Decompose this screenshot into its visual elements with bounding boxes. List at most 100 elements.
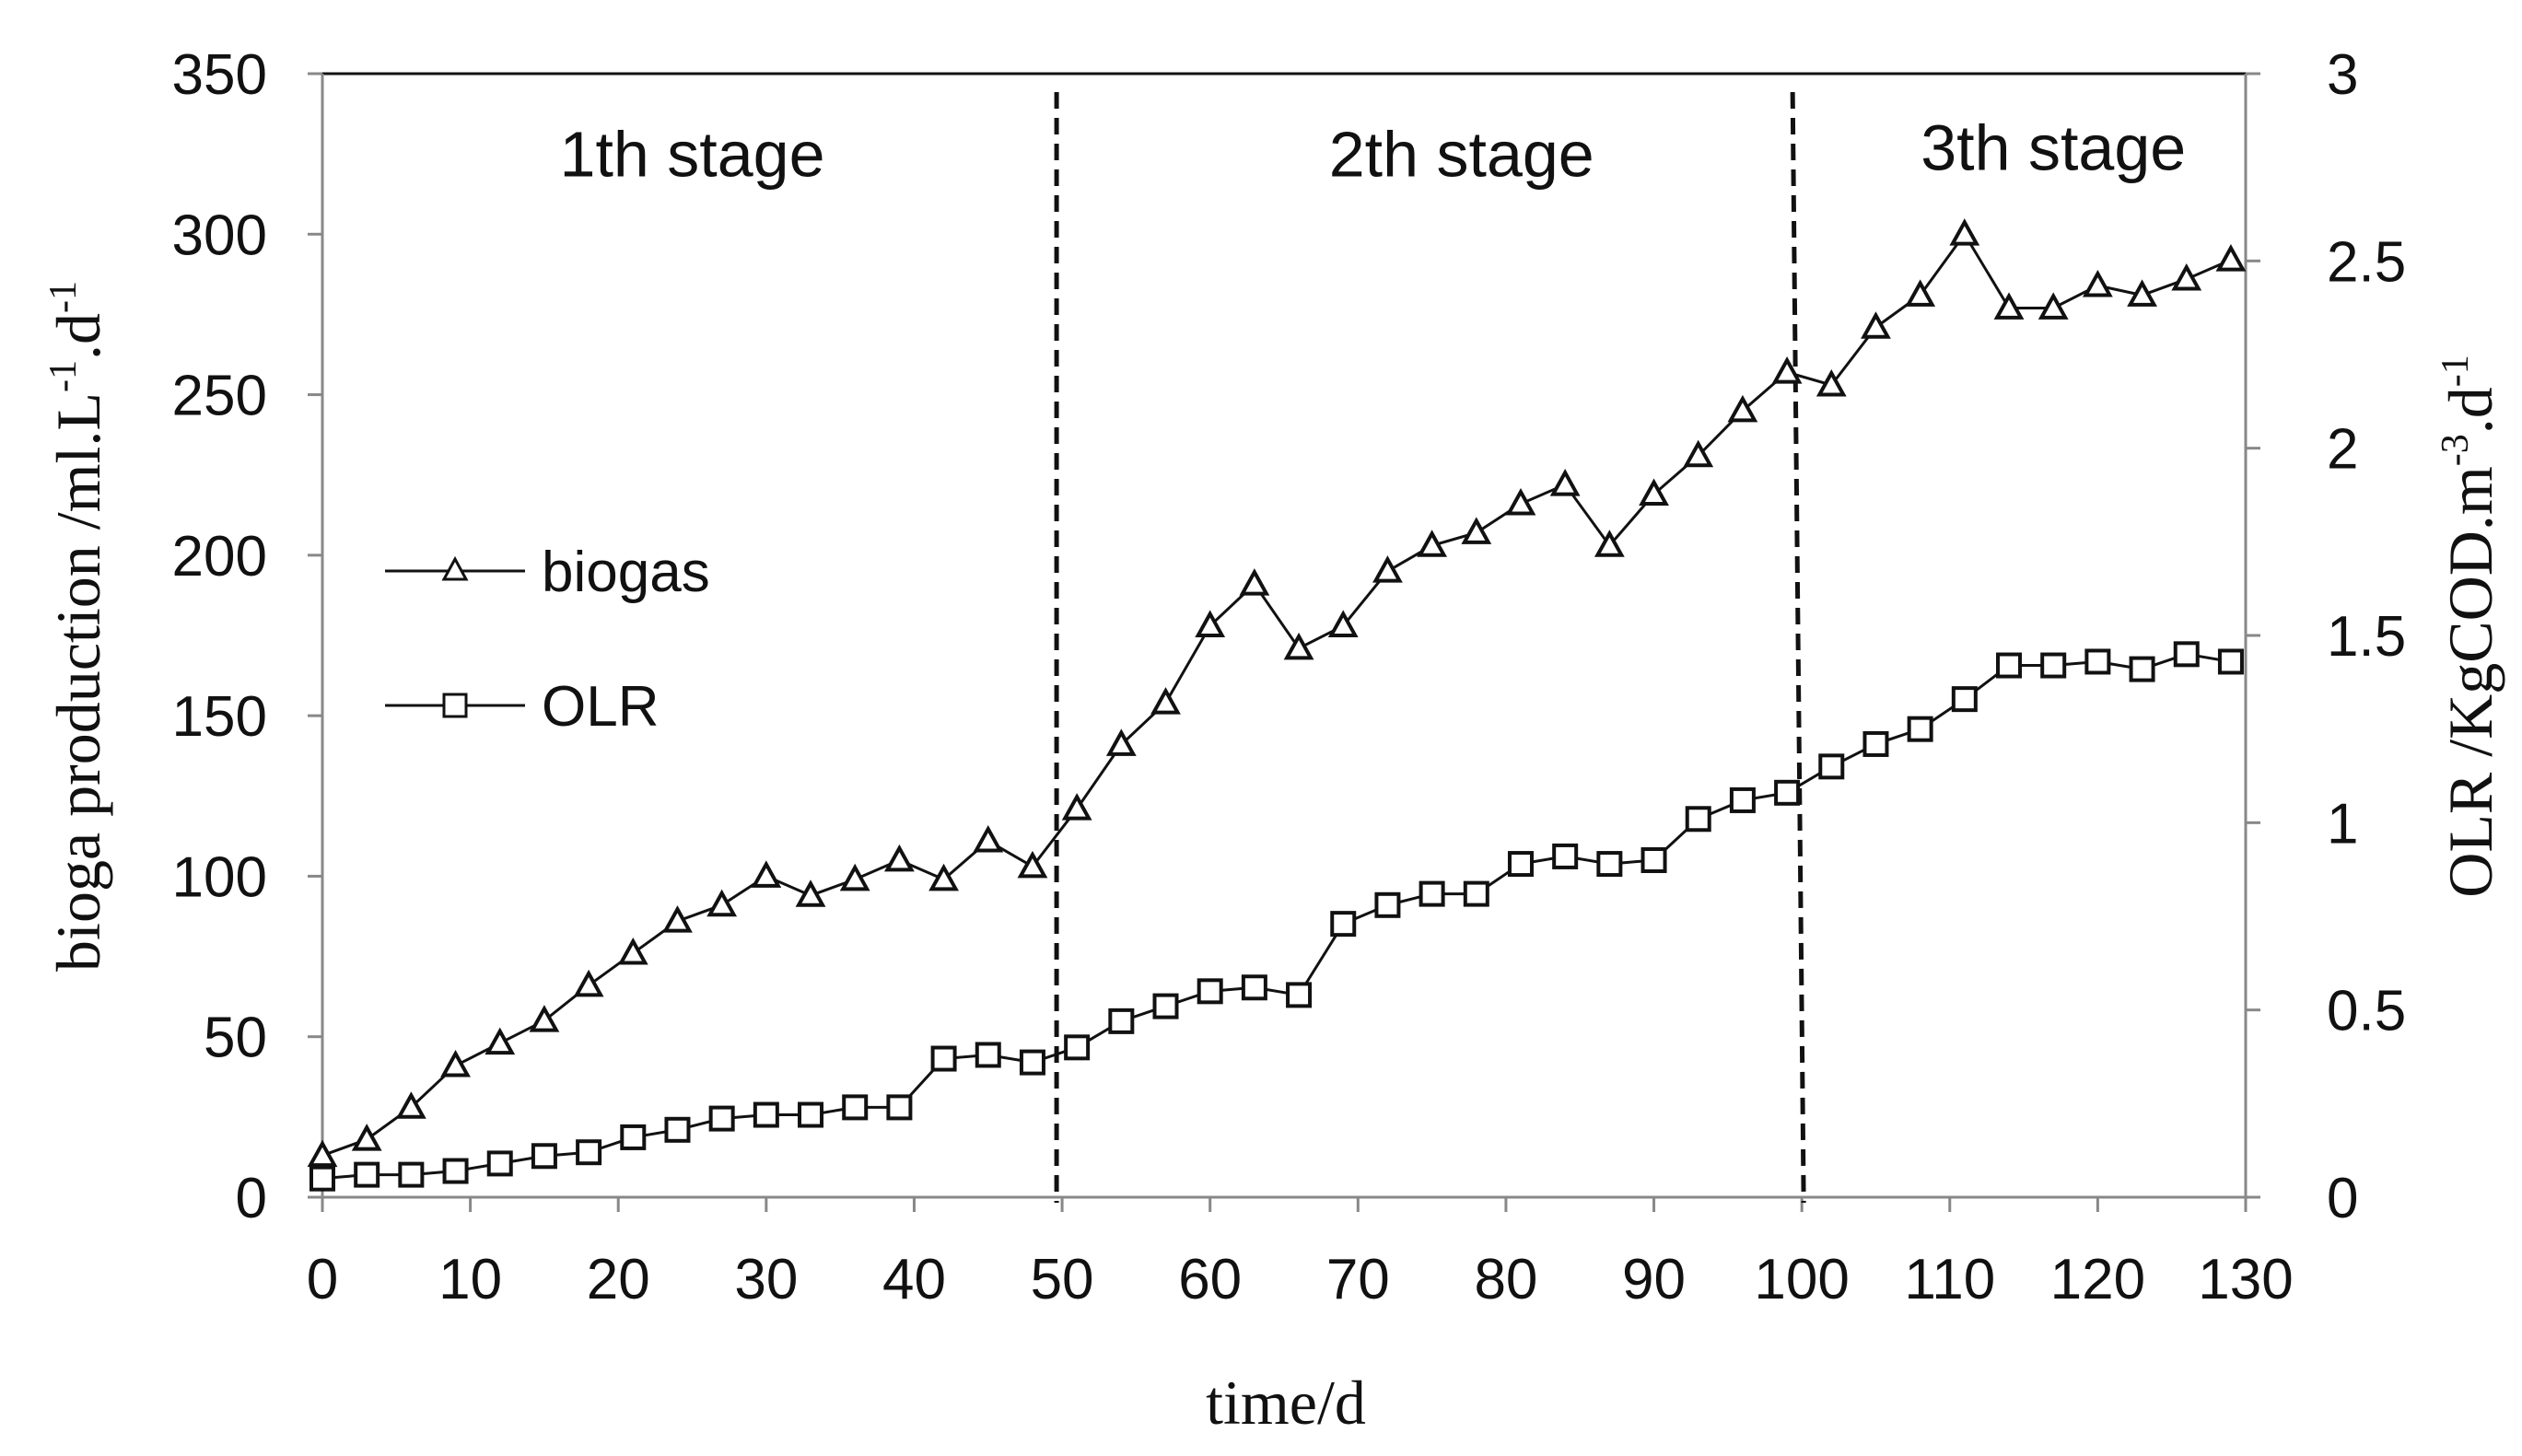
y2-axis-title: OLR /KgCOD.m-3.d-1 (2434, 355, 2505, 897)
olr-point (930, 1045, 957, 1072)
y-axis-ticks: 0 50 100 150 200 250 300 350 (172, 43, 322, 1230)
olr-point (1907, 716, 1933, 742)
y-tick-label: 0 (236, 1167, 267, 1230)
series-biogas (307, 218, 2247, 1168)
olr-point (1330, 911, 1357, 938)
olr-point (1818, 753, 1845, 780)
y2-axis-title-sup1: -3 (2434, 434, 2477, 466)
olr-point (1197, 978, 1223, 1005)
x-tick-label: 90 (1622, 1248, 1686, 1311)
olr-point (1064, 1034, 1091, 1061)
olr-point (975, 1042, 1001, 1068)
stage-label: 2th stage (1329, 119, 1594, 191)
olr-point (1463, 880, 1489, 907)
x-tick-label: 40 (882, 1248, 946, 1311)
biogas-point (884, 844, 915, 872)
x-tick-label: 30 (734, 1248, 798, 1311)
y-tick-label: 100 (172, 845, 267, 909)
biogas-point (1639, 478, 1669, 507)
y-axis-title-main: bioga production /ml.L (43, 392, 113, 972)
legend-olr-marker (442, 693, 468, 718)
y-tick-label: 200 (172, 525, 267, 588)
olr-point (753, 1101, 779, 1128)
olr-point (309, 1165, 335, 1192)
y2-tick-label: 3 (2327, 43, 2358, 107)
legend: biogas OLR (385, 541, 710, 739)
biogas-point (973, 824, 1004, 853)
y2-tick-label: 0 (2327, 1167, 2358, 1230)
biogas-point (1417, 530, 1448, 557)
y-axis-title: bioga production /ml.L-1.d-1 (42, 281, 113, 972)
biogas-point (2171, 262, 2202, 291)
biogas-point (795, 879, 826, 907)
y2-axis-title-sup2: -1 (2434, 355, 2477, 387)
y2-axis-title-main: OLR /KgCOD.m (2435, 466, 2505, 897)
olr-point (1108, 1008, 1135, 1034)
biogas-point (1461, 517, 1492, 544)
biogas-point (485, 1027, 516, 1055)
x-tick-label: 10 (438, 1248, 502, 1311)
olr-point (398, 1161, 425, 1188)
olr-point (2129, 656, 2155, 682)
olr-point (1685, 806, 1711, 833)
biogas-point (1105, 728, 1137, 756)
olr-point (1774, 779, 1801, 806)
biogas-point (1372, 555, 1403, 583)
biogas-point (573, 969, 604, 997)
biogas-point (395, 1091, 426, 1119)
biogas-point (1861, 311, 1891, 339)
stage-labels: 1th stage 2th stage 3th stage (560, 112, 2187, 191)
biogas-point (307, 1139, 338, 1168)
y2-tick-label: 2.5 (2327, 230, 2406, 294)
olr-point (531, 1143, 557, 1170)
olr-point (1374, 891, 1401, 918)
biogas-point (706, 889, 738, 917)
olr-point (620, 1124, 647, 1150)
x-tick-label: 50 (1031, 1248, 1094, 1311)
olr-point (2040, 652, 2067, 679)
y2-tick-label: 1.5 (2327, 605, 2406, 669)
x-tick-label: 70 (1326, 1248, 1390, 1311)
stage-divider-line (1790, 91, 1806, 1204)
series-olr (309, 641, 2244, 1192)
olr-point (2173, 641, 2200, 668)
biogas-point (839, 863, 870, 891)
olr-point (664, 1116, 691, 1143)
olr-point (1640, 847, 1667, 873)
x-tick-label: 120 (2050, 1248, 2145, 1311)
biogas-point (662, 905, 693, 933)
y-axis-title-mid: .d (43, 313, 113, 360)
y-tick-label: 150 (172, 685, 267, 749)
y-tick-label: 300 (172, 204, 267, 267)
y-tick-label: 250 (172, 365, 267, 428)
olr-point (1996, 652, 2023, 679)
olr-point (708, 1105, 735, 1132)
biogas-point (1150, 687, 1181, 715)
biogas-point (1594, 530, 1625, 557)
olr-point (1552, 843, 1579, 869)
stage-label: 3th stage (1921, 112, 2186, 184)
x-tick-label: 100 (1754, 1248, 1849, 1311)
biogas-point (928, 863, 959, 891)
x-tick-label: 110 (1904, 1248, 1995, 1311)
y-axis-title-sup1: -1 (42, 360, 85, 392)
x-tick-label: 20 (587, 1248, 650, 1311)
x-tick-label: 130 (2198, 1248, 2293, 1311)
legend-olr-label: OLR (542, 675, 659, 739)
stage-dividers (1054, 91, 1806, 1204)
biogas-point (1771, 356, 1803, 384)
olr-point (1862, 730, 1889, 757)
biogas-point (1195, 610, 1226, 637)
olr-point (886, 1094, 913, 1121)
y2-tick-label: 0.5 (2327, 980, 2406, 1043)
biogas-point (1061, 793, 1092, 821)
olr-point (842, 1094, 869, 1121)
biogas-point (1905, 279, 1936, 307)
biogas-point (751, 860, 782, 888)
biogas-point (2215, 244, 2247, 272)
olr-point (1507, 851, 1534, 878)
legend-biogas-marker (441, 555, 469, 581)
olr-point (798, 1101, 824, 1128)
olr-point (442, 1158, 469, 1184)
